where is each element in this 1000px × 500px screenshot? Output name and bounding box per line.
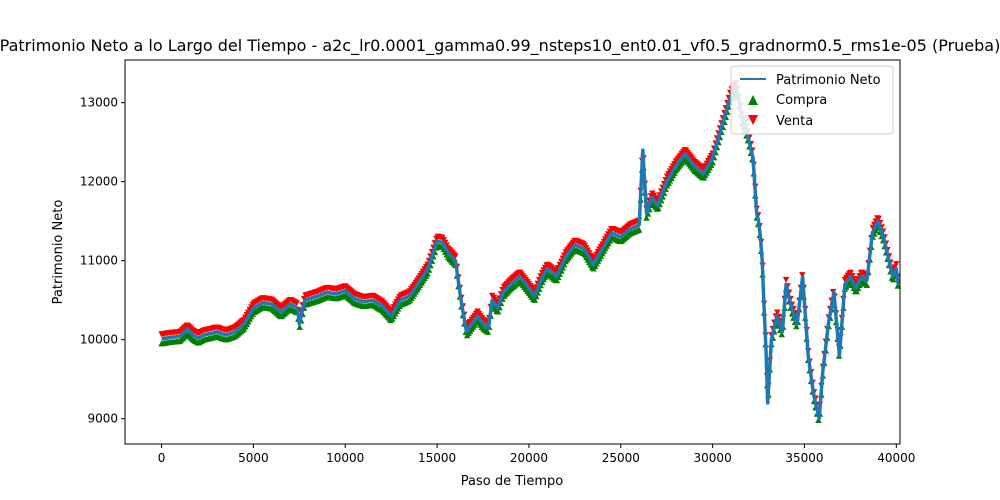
- legend-box: [730, 65, 894, 135]
- legend-label-venta: Venta: [776, 114, 813, 129]
- x-tick-label: 35000: [785, 451, 823, 465]
- x-tick-label: 25000: [602, 451, 640, 465]
- buy-marker: [853, 288, 860, 295]
- x-tick-label: 10000: [326, 451, 364, 465]
- sell-marker: [774, 309, 781, 316]
- x-tick-label: 40000: [877, 451, 915, 465]
- buy-marker: [643, 214, 650, 221]
- sell-marker: [849, 272, 856, 279]
- buy-marker: [655, 204, 662, 211]
- buy-marker: [531, 296, 539, 303]
- legend-label-patrimonio: Patrimonio Neto: [776, 73, 881, 88]
- legend-label-compra: Compra: [776, 93, 827, 108]
- buy-marker: [778, 331, 785, 338]
- x-tick-label: 30000: [694, 451, 732, 465]
- buy-marker: [484, 328, 491, 335]
- buy-marker: [635, 226, 643, 233]
- buy-marker: [296, 323, 303, 330]
- buy-marker: [424, 270, 431, 277]
- sell-marker: [893, 261, 900, 268]
- sell-marker: [452, 253, 459, 260]
- buy-marker: [494, 308, 502, 315]
- x-tick-label: 15000: [418, 451, 456, 465]
- sell-marker: [847, 269, 854, 276]
- buy-marker: [890, 276, 897, 283]
- buy-marker: [553, 277, 561, 284]
- chart-title: Patrimonio Neto a lo Largo del Tiempo - …: [0, 36, 1000, 56]
- y-tick-label: 10000: [80, 333, 118, 347]
- x-tick-label: 20000: [510, 451, 548, 465]
- y-axis-label: Patrimonio Neto: [51, 200, 66, 305]
- sell-marker: [875, 215, 882, 222]
- buy-marker: [793, 323, 800, 330]
- y-tick-label: 9000: [87, 412, 118, 426]
- buy-marker: [555, 274, 562, 281]
- legend: Patrimonio Neto Compra Venta: [730, 65, 894, 135]
- legend-buy-marker: [748, 95, 758, 105]
- y-tick-label: 12000: [80, 175, 118, 189]
- buy-marker: [894, 282, 901, 289]
- net-worth-line: [161, 85, 900, 421]
- x-tick-label: 5000: [238, 451, 269, 465]
- y-tick-label: 11000: [80, 254, 118, 268]
- plot-frame: [124, 59, 901, 445]
- legend-sell-marker: [748, 115, 758, 125]
- sell-marker: [293, 300, 300, 307]
- x-tick-label: 0: [158, 451, 166, 465]
- y-tick-label: 13000: [80, 96, 118, 110]
- x-axis-label: Paso de Tiempo: [461, 474, 564, 489]
- sell-marker: [782, 276, 790, 283]
- buy-marker: [863, 281, 871, 288]
